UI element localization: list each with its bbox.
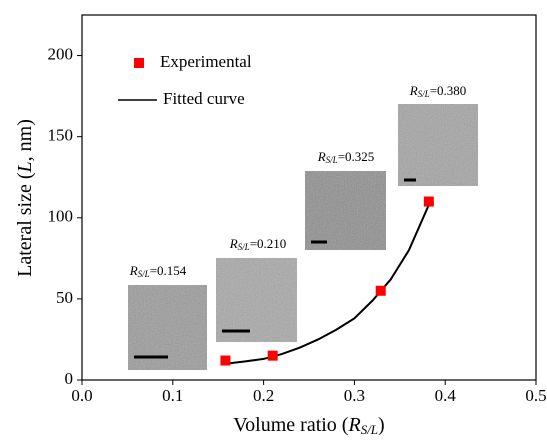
inset-label: RS/L=0.325 [317, 149, 375, 165]
fitted-curve [225, 204, 430, 365]
inset-image [128, 285, 207, 370]
inset-label-symbol: R [409, 83, 418, 98]
inset-label-subscript: S/L [418, 89, 430, 99]
y-tick-label: 50 [56, 288, 73, 307]
data-point [220, 355, 231, 366]
inset-label-subscript: S/L [326, 155, 338, 165]
y-axis-label: Lateral size (L, nm) [14, 119, 36, 277]
inset-label-subscript: S/L [238, 242, 250, 252]
inset-image [398, 104, 478, 186]
x-axis-label: Volume ratio (RS/L) [233, 414, 384, 437]
inset-label-symbol: R [317, 149, 326, 164]
x-tick-label: 0.1 [162, 386, 183, 405]
inset-label: RS/L=0.210 [229, 236, 287, 252]
inset-label-symbol: R [129, 263, 138, 278]
inset-image [216, 258, 297, 342]
inset-image [305, 171, 386, 250]
legend-label: Fitted curve [163, 89, 245, 108]
data-point [267, 350, 278, 361]
x-tick-label: 0.3 [344, 386, 365, 405]
x-tick-label: 0.0 [71, 386, 92, 405]
data-point [375, 285, 386, 296]
inset-label-value: =0.380 [430, 83, 467, 98]
y-tick-label: 0 [65, 369, 74, 388]
inset-label-symbol: R [229, 236, 238, 251]
inset-label-value: =0.325 [338, 149, 375, 164]
data-point [423, 196, 434, 207]
plot-frame [81, 14, 537, 381]
legend-label: Experimental [160, 52, 252, 71]
legend-marker [134, 58, 144, 68]
x-tick-label: 0.4 [435, 386, 457, 405]
inset-label-value: =0.210 [250, 236, 287, 251]
x-tick-label: 0.2 [253, 386, 274, 405]
y-tick-label: 200 [48, 44, 74, 63]
inset-label-value: =0.154 [150, 263, 187, 278]
inset-label: RS/L=0.380 [409, 83, 467, 99]
inset-label: RS/L=0.154 [129, 263, 187, 279]
x-tick-label: 0.5 [525, 386, 546, 405]
y-tick-label: 100 [48, 207, 74, 226]
y-tick-label: 150 [48, 126, 74, 145]
inset-label-subscript: S/L [138, 269, 150, 279]
